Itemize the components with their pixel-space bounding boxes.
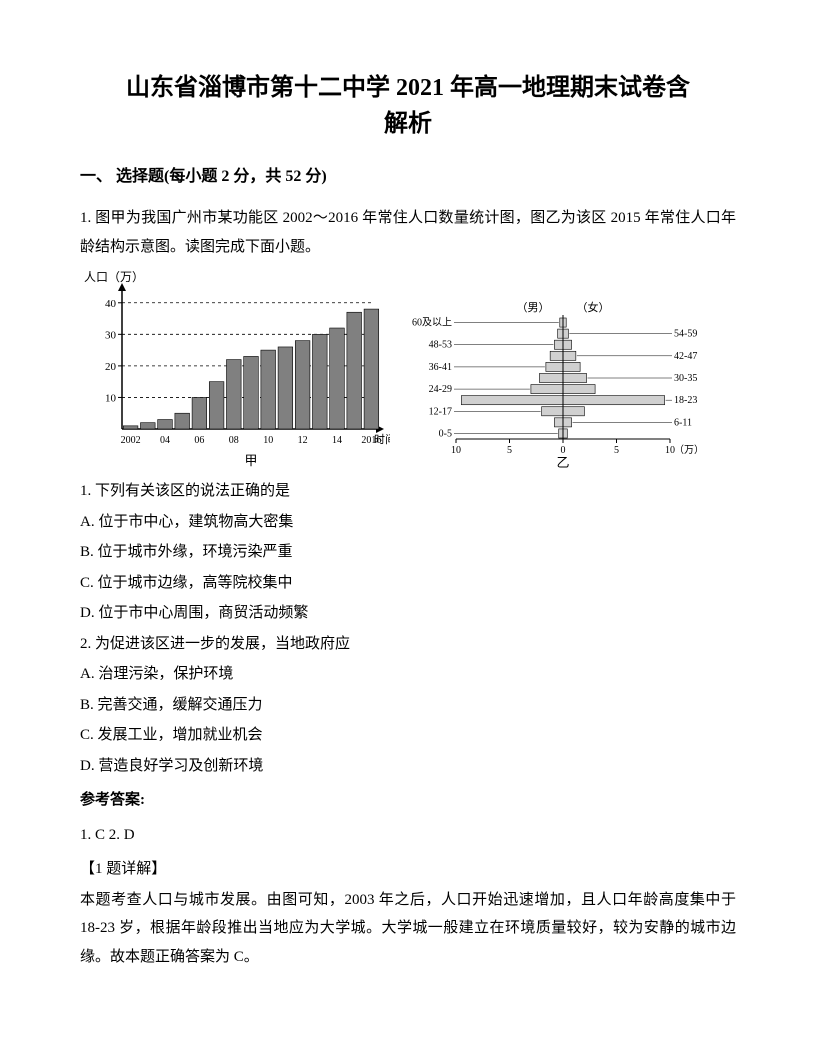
bar-chart: 人口（万）1020304020020406081012142016时间（年）甲 <box>80 269 390 469</box>
option-1c: C. 位于城市边缘，高等院校集中 <box>80 569 736 598</box>
option-2a: A. 治理污染，保护环境 <box>80 660 736 689</box>
svg-text:6-11: 6-11 <box>674 418 692 429</box>
svg-text:30: 30 <box>105 330 117 342</box>
svg-text:54-59: 54-59 <box>674 329 697 340</box>
svg-text:（万）: （万） <box>674 444 704 456</box>
section-header: 一、 选择题(每小题 2 分，共 52 分) <box>80 162 736 192</box>
option-2d: D. 营造良好学习及创新环境 <box>80 752 736 781</box>
svg-text:人口（万）: 人口（万） <box>84 270 144 284</box>
charts-row: 人口（万）1020304020020406081012142016时间（年）甲 … <box>80 269 736 469</box>
detail-text: 本题考查人口与城市发展。由图可知，2003 年之后，人口开始迅速增加，且人口年龄… <box>80 886 736 972</box>
svg-text:60及以上: 60及以上 <box>412 317 452 329</box>
svg-text:20: 20 <box>105 361 117 373</box>
svg-text:48-53: 48-53 <box>429 340 452 351</box>
svg-text:时间（年）: 时间（年） <box>374 432 390 446</box>
option-1a: A. 位于市中心，建筑物高大密集 <box>80 508 736 537</box>
svg-text:5: 5 <box>614 445 619 456</box>
svg-text:08: 08 <box>229 435 239 446</box>
svg-text:12: 12 <box>298 435 308 446</box>
svg-text:12-17: 12-17 <box>429 407 452 418</box>
sub-question-2: 2. 为促进该区进一步的发展，当地政府应 <box>80 630 736 659</box>
svg-text:10: 10 <box>451 445 461 456</box>
svg-text:36-41: 36-41 <box>429 362 452 373</box>
svg-text:（女）: （女） <box>577 300 610 314</box>
svg-text:40: 40 <box>105 298 117 310</box>
question-intro: 1. 图甲为我国广州市某功能区 2002～2016 年常住人口数量统计图，图乙为… <box>80 204 736 261</box>
title-line-2: 解析 <box>384 111 432 137</box>
answers: 1. C 2. D <box>80 821 736 850</box>
svg-text:42-47: 42-47 <box>674 351 697 362</box>
title-line-1: 山东省淄博市第十二中学 2021 年高一地理期末试卷含 <box>126 75 690 101</box>
svg-text:乙: 乙 <box>556 455 569 469</box>
svg-text:04: 04 <box>160 435 170 446</box>
page-title: 山东省淄博市第十二中学 2021 年高一地理期末试卷含 解析 <box>80 70 736 142</box>
svg-text:06: 06 <box>194 435 204 446</box>
svg-text:5: 5 <box>507 445 512 456</box>
option-1b: B. 位于城市外缘，环境污染严重 <box>80 538 736 567</box>
option-1d: D. 位于市中心周围，商贸活动频繁 <box>80 599 736 628</box>
svg-text:18-23: 18-23 <box>674 396 697 407</box>
svg-text:24-29: 24-29 <box>429 384 452 395</box>
svg-text:30-35: 30-35 <box>674 373 697 384</box>
svg-text:甲: 甲 <box>244 453 257 468</box>
option-2b: B. 完善交通，缓解交通压力 <box>80 691 736 720</box>
svg-text:2002: 2002 <box>121 435 141 446</box>
svg-text:0-5: 0-5 <box>439 429 452 440</box>
svg-text:（男）: （男） <box>517 301 550 314</box>
sub-question-1: 1. 下列有关该区的说法正确的是 <box>80 477 736 506</box>
reference-answer-label: 参考答案: <box>80 786 736 815</box>
svg-text:14: 14 <box>332 435 342 446</box>
option-2c: C. 发展工业，增加就业机会 <box>80 721 736 750</box>
detail-label: 【1 题详解】 <box>80 855 736 884</box>
svg-text:10: 10 <box>263 435 273 446</box>
pyramid-chart: （男）（女）1050510（万）60及以上48-5336-4124-2912-1… <box>400 299 720 469</box>
svg-text:10: 10 <box>105 393 117 405</box>
